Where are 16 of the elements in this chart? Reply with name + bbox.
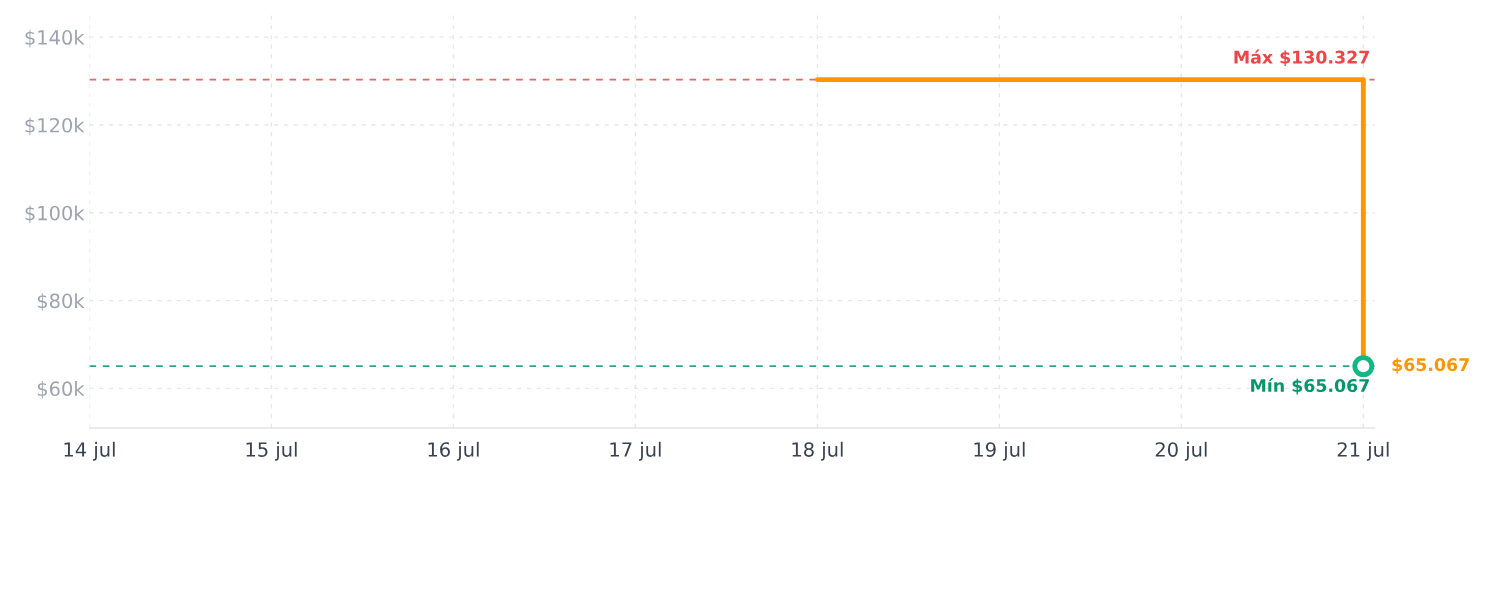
x-tick-label: 15 jul (246, 441, 297, 461)
ref-line-label: Mín $65.067 (1251, 377, 1369, 395)
y-tick-label: $80k (37, 293, 85, 311)
x-tick-label: 14 jul (64, 441, 115, 461)
y-tick-label: $60k (37, 381, 85, 399)
x-tick-label: 20 jul (1155, 441, 1207, 461)
annotation: $65.067 (1392, 357, 1469, 374)
x-tick-label: 21 jul (1337, 441, 1389, 461)
y-tick-label: $120k (25, 117, 85, 136)
y-tick-label: $100k (25, 205, 85, 224)
x-tick-label: 17 jul (610, 441, 661, 461)
y-tick-label: $140k (25, 29, 85, 48)
ref-line-label: Máx $130.327 (1234, 49, 1369, 67)
x-tick-label: 18 jul (792, 441, 843, 461)
x-tick-label: 19 jul (974, 441, 1025, 461)
x-tick-label: 16 jul (428, 441, 479, 461)
